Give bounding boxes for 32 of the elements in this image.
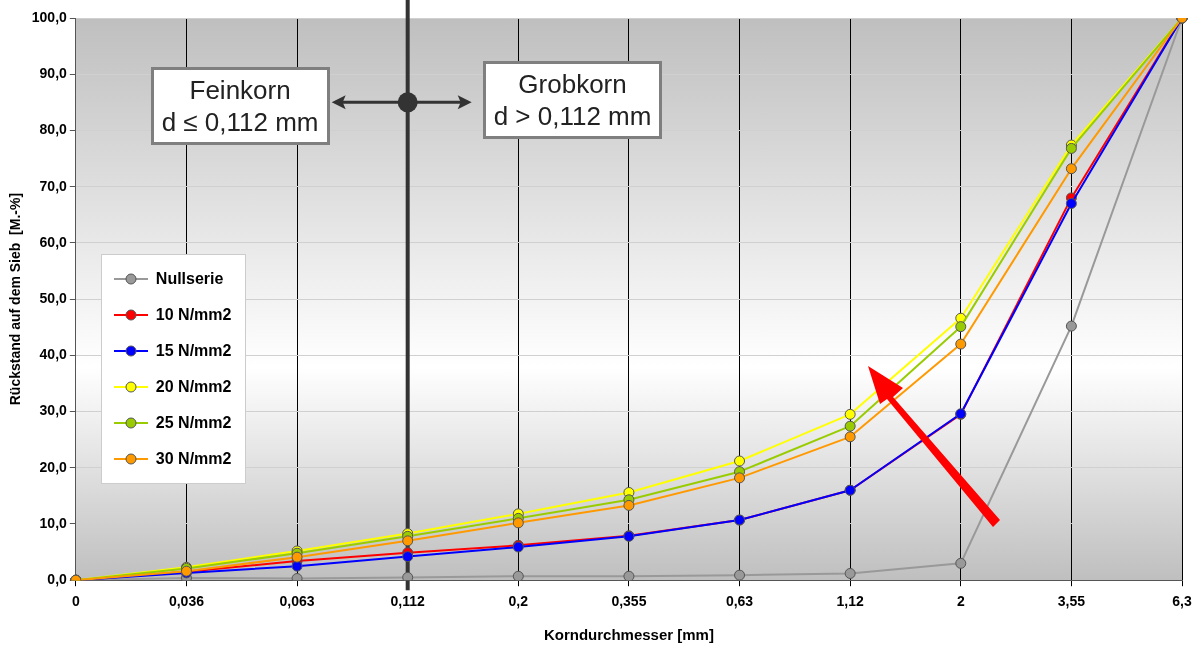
y-tick-label: 50,0 [39,289,68,306]
y-tick-label: 90,0 [39,65,68,82]
y-tick-label: 0,0 [47,571,68,588]
x-tick-label: 0,112 [390,593,426,610]
legend-label: 15 N/mm2 [155,342,232,361]
x-axis-title: Korndurchmesser [mm] [543,626,714,644]
y-tick-label: 30,0 [39,402,68,419]
x-tick-label: 3,55 [1057,593,1086,610]
x-tick-label: 0,2 [508,593,529,610]
x-tick-label: 0,63 [725,593,754,610]
x-tick-label: 0,355 [611,593,647,610]
legend-label: 30 N/mm2 [155,450,232,469]
annotation: Feinkorn d ≤ 0,112 mm [150,67,330,146]
legend-label: 20 N/mm2 [155,378,232,397]
x-tick-label: 0 [71,593,80,610]
y-tick-label: 70,0 [39,177,68,194]
y-axis-title: Rückstand auf dem Sieb [M.-%] [7,192,24,406]
x-tick-label: 2 [956,593,965,610]
x-tick-label: 0,063 [279,593,315,610]
y-tick-label: 100,0 [31,8,68,25]
annotation: Grobkorn d > 0,112 mm [482,61,663,140]
x-tick-label: 1,12 [836,593,864,610]
y-tick-label: 20,0 [39,458,68,475]
legend-label: 10 N/mm2 [155,306,232,325]
legend-label: 25 N/mm2 [155,414,232,433]
x-tick-label: 6,3 [1172,593,1192,610]
legend-label: Nullserie [155,270,224,289]
y-tick-label: 60,0 [39,233,68,250]
x-tick-label: 0,036 [168,593,205,610]
y-tick-label: 80,0 [39,121,68,138]
y-tick-label: 40,0 [39,346,68,363]
y-tick-label: 10,0 [39,514,68,531]
